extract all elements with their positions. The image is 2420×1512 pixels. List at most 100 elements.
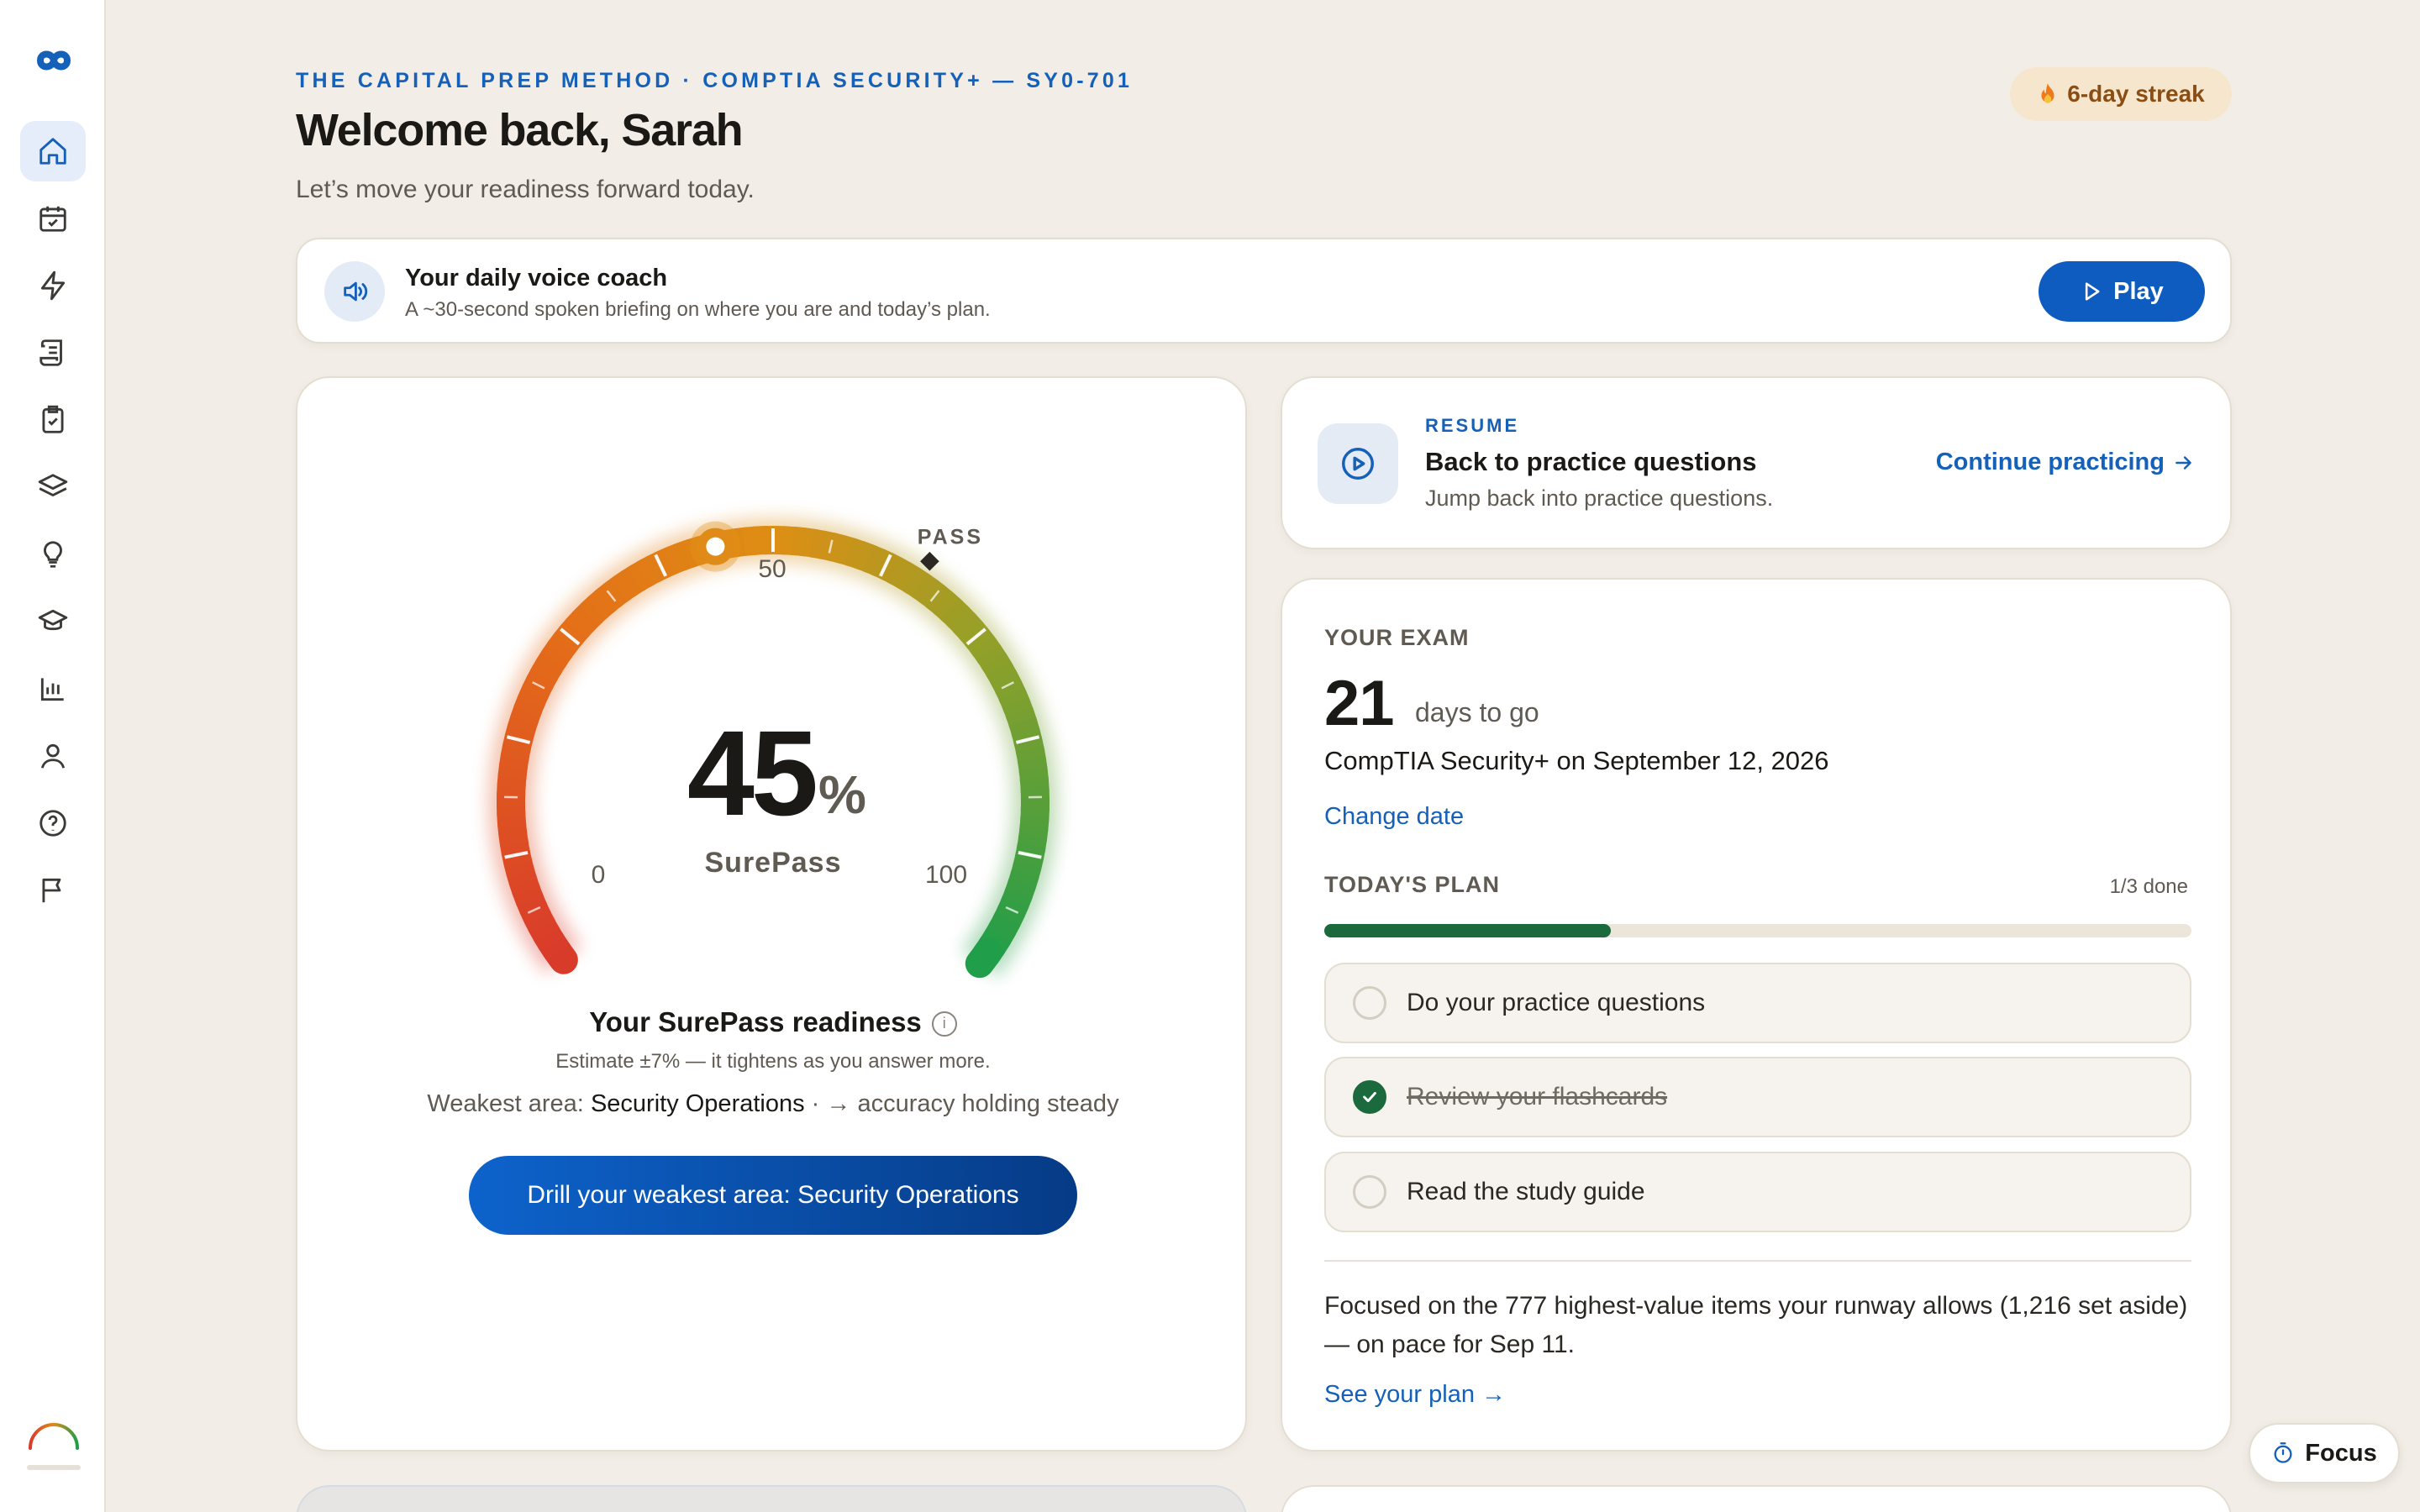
focus-label: Focus xyxy=(2305,1439,2377,1467)
nav-schedule[interactable] xyxy=(20,188,86,249)
weak-suffix: · → accuracy holding steady xyxy=(804,1090,1119,1117)
task-checkbox[interactable] xyxy=(1353,986,1386,1020)
next-card-left xyxy=(296,1485,1247,1512)
gauge-arc-segment xyxy=(965,937,1002,979)
info-icon[interactable]: i xyxy=(931,1011,957,1037)
gauge-label-100: 100 xyxy=(925,861,967,889)
resume-eyebrow: RESUME xyxy=(1425,415,1520,436)
gauge-tick xyxy=(504,850,529,859)
resume-description: Jump back into practice questions. xyxy=(1425,486,1774,511)
bar-chart-icon xyxy=(40,678,64,701)
task-label: Read the study guide xyxy=(1407,1178,1645,1205)
days-label: days to go xyxy=(1415,697,1539,727)
nav-analytics[interactable] xyxy=(20,659,86,719)
readiness-estimate: Estimate ±7% — it tightens as you answer… xyxy=(555,1050,991,1073)
voice-coach-title: Your daily voice coach xyxy=(405,265,668,291)
sidebar xyxy=(0,0,106,1512)
readiness-score: 45 xyxy=(687,706,816,841)
nav-courses[interactable] xyxy=(20,591,86,652)
nav-home[interactable] xyxy=(20,121,86,181)
page-subtitle: Let’s move your readiness forward today. xyxy=(296,176,755,203)
nav-flashcards[interactable] xyxy=(20,457,86,517)
calendar-check-icon xyxy=(39,206,66,232)
readiness-mini-gauge-icon[interactable] xyxy=(24,1406,84,1473)
task-read-study-guide[interactable]: Read the study guide xyxy=(1324,1152,2191,1232)
checkmark-icon xyxy=(1363,1091,1376,1103)
play-label: Play xyxy=(2113,277,2164,305)
nav-study-guide[interactable] xyxy=(20,323,86,383)
gauge-tick xyxy=(929,590,940,602)
plan-progress-fill xyxy=(1324,924,1611,937)
task-checkbox-checked[interactable] xyxy=(1353,1080,1386,1114)
readiness-card: 50 0 100 PASS 45 % SurePass Your SurePas… xyxy=(296,376,1247,1452)
task-review-flashcards[interactable]: Review your flashcards xyxy=(1324,1057,2191,1137)
gauge-tick xyxy=(1015,735,1040,744)
gauge-label-0: 0 xyxy=(592,861,606,889)
nav-profile[interactable] xyxy=(20,726,86,786)
gauge-tick xyxy=(1001,681,1014,690)
drill-weakest-area-button[interactable]: Drill your weakest area: Security Operat… xyxy=(469,1156,1077,1235)
score-knob xyxy=(690,521,741,572)
surepass-label: SurePass xyxy=(705,847,842,879)
gauge-label-50: 50 xyxy=(758,555,786,583)
focus-mode-button[interactable]: Focus xyxy=(2249,1423,2400,1483)
nav-tips[interactable] xyxy=(20,524,86,585)
plan-focus-summary: Focused on the 777 highest-value items y… xyxy=(1324,1292,2188,1358)
streak-label: 6-day streak xyxy=(2067,81,2205,107)
nav-report[interactable] xyxy=(20,860,86,921)
readiness-title: Your SurePass readiness i xyxy=(297,1006,1249,1038)
continue-practicing-link[interactable]: Continue practicing xyxy=(1936,449,2195,476)
resume-card: RESUME Back to practice questions Jump b… xyxy=(1281,376,2232,549)
play-button[interactable]: Play xyxy=(2039,261,2205,322)
flame-icon xyxy=(2041,83,2054,103)
next-card-right xyxy=(1281,1485,2232,1512)
gauge-tick xyxy=(654,554,667,577)
gauge-tick xyxy=(1018,850,1042,859)
weak-prefix: Weakest area: xyxy=(427,1090,591,1117)
app-logo-icon[interactable] xyxy=(29,44,79,77)
continue-label: Continue practicing xyxy=(1935,449,2165,475)
plan-done-count: 1/3 done xyxy=(2109,875,2188,898)
gauge-tick xyxy=(560,627,581,646)
see-plan-link[interactable]: See your plan → xyxy=(1324,1381,1507,1408)
readiness-unit: % xyxy=(818,764,866,825)
course-eyebrow: THE CAPITAL PREP METHOD · COMPTIA SECURI… xyxy=(296,69,1134,92)
divider xyxy=(1324,1260,2191,1262)
streak-badge[interactable]: 6-day streak xyxy=(2010,67,2232,121)
nav-quick-drill[interactable] xyxy=(20,255,86,316)
days-count: 21 xyxy=(1324,668,1395,739)
clipboard-check-icon xyxy=(42,405,64,433)
voice-coach-description: A ~30-second spoken briefing on where yo… xyxy=(405,298,991,321)
weakest-area-line: Weakest area: Security Operations · → ac… xyxy=(297,1090,1249,1118)
task-practice-questions[interactable]: Do your practice questions xyxy=(1324,963,2191,1043)
readiness-title-text: Your SurePass readiness xyxy=(589,1006,922,1037)
gauge-tick xyxy=(606,590,617,602)
play-circle-icon xyxy=(1342,448,1374,480)
gauge-tick xyxy=(828,539,834,554)
weak-area: Security Operations xyxy=(590,1090,805,1117)
resume-icon-wrap xyxy=(1318,423,1398,504)
gauge-tick xyxy=(532,681,545,690)
resume-title: Back to practice questions xyxy=(1425,447,1757,476)
exam-label: YOUR EXAM xyxy=(1324,625,1470,650)
gauge-tick xyxy=(965,627,986,646)
task-checkbox[interactable] xyxy=(1353,1175,1386,1209)
lightning-icon xyxy=(40,270,66,301)
gauge-tick xyxy=(506,735,531,744)
flag-icon xyxy=(42,878,61,903)
change-date-link[interactable]: Change date xyxy=(1324,803,1465,830)
user-icon xyxy=(40,743,66,769)
play-icon xyxy=(2086,282,2100,301)
nav-practice-exams[interactable] xyxy=(20,390,86,450)
timer-icon xyxy=(2274,1442,2292,1463)
voice-icon-wrap xyxy=(324,261,385,322)
exam-card: YOUR EXAM 21 days to go CompTIA Security… xyxy=(1281,578,2232,1452)
nav-help[interactable] xyxy=(20,793,86,853)
gauge-tick xyxy=(1005,906,1019,914)
pass-label: PASS xyxy=(918,526,983,549)
readiness-gauge: 50 0 100 PASS 45 % SurePass xyxy=(488,517,1058,979)
gauge-tick xyxy=(527,906,541,914)
exam-date-line: CompTIA Security+ on September 12, 2026 xyxy=(1324,746,1829,775)
home-icon xyxy=(39,138,66,165)
speaker-icon xyxy=(344,281,368,302)
